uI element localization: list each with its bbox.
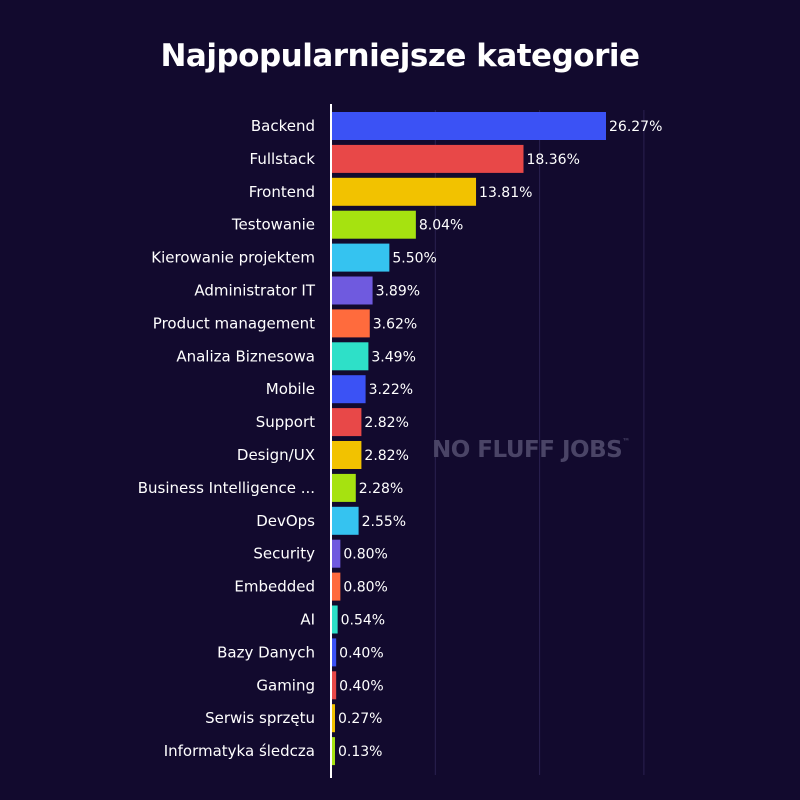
value-label-11: 2.28% [359, 481, 403, 497]
value-label-7: 3.49% [371, 349, 415, 365]
category-label-15: AI [300, 611, 315, 629]
category-label-11: Business Intelligence ... [138, 479, 315, 497]
value-label-19: 0.13% [338, 744, 382, 760]
value-label-1: 18.36% [526, 152, 579, 168]
watermark-logo: NO FLUFF JOBS™ [432, 437, 630, 463]
bar-9 [332, 408, 362, 437]
bar-5 [332, 276, 373, 305]
value-label-2: 13.81% [479, 185, 532, 201]
grid-lines [434, 110, 645, 775]
value-label-13: 0.80% [343, 547, 387, 563]
bar-17 [332, 671, 337, 700]
category-label-10: Design/UX [237, 446, 315, 464]
category-label-6: Product management [153, 314, 315, 332]
value-label-16: 0.40% [339, 645, 383, 661]
bar-4 [332, 243, 390, 272]
value-label-0: 26.27% [609, 119, 662, 135]
bar-11 [332, 473, 356, 502]
bars [332, 112, 606, 766]
value-label-8: 3.22% [369, 382, 413, 398]
category-label-18: Serwis sprzętu [205, 709, 315, 727]
bar-1 [332, 144, 524, 173]
bar-13 [332, 539, 341, 568]
bar-14 [332, 572, 341, 601]
value-label-4: 5.50% [392, 251, 436, 267]
category-label-17: Gaming [256, 676, 315, 694]
value-label-14: 0.80% [343, 580, 387, 596]
bar-10 [332, 441, 362, 469]
chart-title: Najpopularniejsze kategorie [160, 38, 640, 74]
bar-19 [332, 737, 335, 766]
bar-0 [332, 112, 606, 140]
bar-2 [332, 177, 477, 206]
bar-3 [332, 210, 416, 239]
category-label-1: Fullstack [250, 150, 316, 168]
value-label-3: 8.04% [419, 218, 463, 234]
bar-6 [332, 309, 370, 338]
category-label-19: Informatyka śledcza [164, 742, 315, 760]
value-label-18: 0.27% [338, 711, 382, 727]
category-label-4: Kierowanie projektem [151, 249, 315, 267]
value-label-12: 2.55% [362, 514, 406, 530]
category-label-3: Testowanie [231, 216, 315, 234]
bar-8 [332, 375, 366, 404]
category-label-12: DevOps [256, 512, 315, 530]
value-label-5: 3.89% [376, 284, 420, 300]
bar-15 [332, 605, 338, 634]
value-label-9: 2.82% [364, 415, 408, 431]
category-label-5: Administrator IT [194, 282, 315, 300]
bar-7 [332, 342, 369, 371]
category-label-8: Mobile [266, 380, 315, 398]
category-label-13: Security [253, 545, 315, 563]
category-label-2: Frontend [249, 183, 315, 201]
category-label-7: Analiza Biznesowa [176, 347, 315, 365]
value-label-6: 3.62% [373, 316, 417, 332]
value-label-15: 0.54% [341, 613, 385, 629]
labels: Backend 26.27% Fullstack 18.36% Frontend 13.8… [138, 117, 663, 760]
category-label-0: Backend [251, 117, 315, 135]
category-label-9: Support [256, 413, 315, 431]
category-label-16: Bazy Danych [217, 643, 315, 661]
bar-12 [332, 506, 359, 535]
bar-16 [332, 638, 337, 667]
value-label-17: 0.40% [339, 678, 383, 694]
value-label-10: 2.82% [364, 448, 408, 464]
bar-18 [332, 704, 335, 733]
category-label-14: Embedded [234, 578, 315, 596]
